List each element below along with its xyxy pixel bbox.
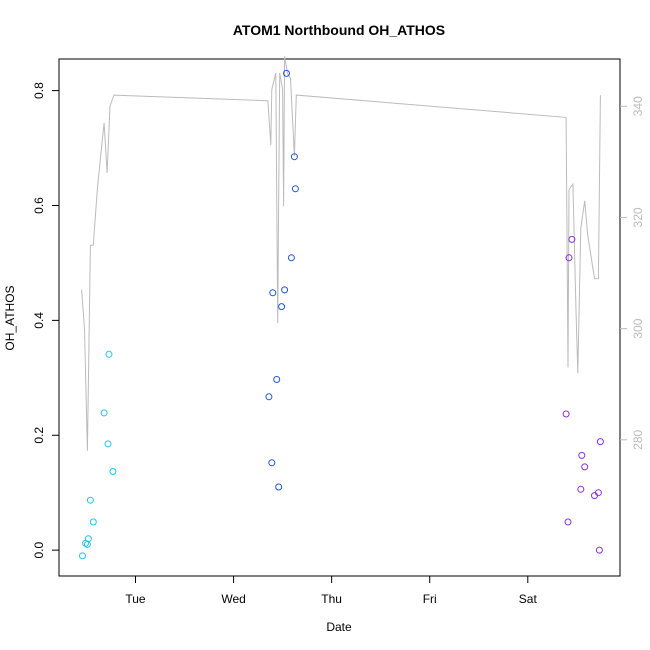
data-point	[281, 286, 289, 294]
data-point	[269, 289, 277, 297]
y-tick-label: 0.6	[32, 197, 46, 214]
line-series-layer	[81, 56, 601, 451]
data-point	[89, 518, 97, 526]
data-point	[565, 254, 573, 262]
data-point	[265, 393, 273, 401]
y-tick-label: 0.0	[32, 541, 46, 558]
axes-layer: Tue Wed Thu Fri Sat 0.0 0.2 0.4 0.6 0.8 280 300 320 3…	[32, 82, 645, 606]
data-point	[105, 350, 113, 358]
y-axis-label: OH_ATHOS	[3, 285, 17, 350]
data-point	[568, 235, 576, 243]
data-point	[84, 535, 92, 543]
data-point	[562, 410, 570, 418]
points-layer	[79, 69, 604, 560]
data-point	[577, 485, 585, 493]
data-point	[86, 496, 94, 504]
y2-tick-label: 340	[631, 96, 645, 116]
data-point	[564, 518, 572, 526]
x-tick-label: Fri	[423, 592, 437, 606]
data-point	[290, 153, 298, 161]
x-tick-label: Sat	[519, 592, 538, 606]
data-point	[278, 303, 286, 311]
data-point	[104, 440, 112, 448]
data-point	[578, 451, 586, 459]
data-point	[291, 185, 299, 193]
x-tick-label: Tue	[125, 592, 146, 606]
y2-tick-label: 300	[631, 318, 645, 338]
y-tick-label: 0.4	[32, 312, 46, 329]
x-tick-label: Wed	[221, 592, 245, 606]
data-point	[596, 438, 604, 446]
y-tick-label: 0.8	[32, 82, 46, 99]
data-point	[100, 409, 108, 417]
data-point	[283, 69, 290, 77]
data-point	[109, 468, 117, 475]
data-point	[273, 376, 281, 383]
data-point	[594, 489, 602, 497]
plot-area	[58, 58, 621, 577]
data-point	[83, 540, 91, 548]
data-point	[275, 483, 283, 491]
y2-tick-label: 280	[631, 429, 645, 449]
chart-title: ATOM1 Northbound OH_ATHOS	[233, 22, 445, 38]
data-point	[287, 254, 295, 262]
data-point	[79, 552, 86, 560]
y-tick-label: 0.2	[32, 427, 46, 444]
data-point	[268, 459, 276, 467]
x-tick-label: Thu	[321, 592, 342, 606]
data-point	[581, 463, 589, 471]
data-point	[595, 546, 603, 554]
x-axis-label: Date	[326, 620, 352, 634]
y2-tick-label: 320	[631, 207, 645, 227]
secondary-line	[81, 56, 601, 451]
